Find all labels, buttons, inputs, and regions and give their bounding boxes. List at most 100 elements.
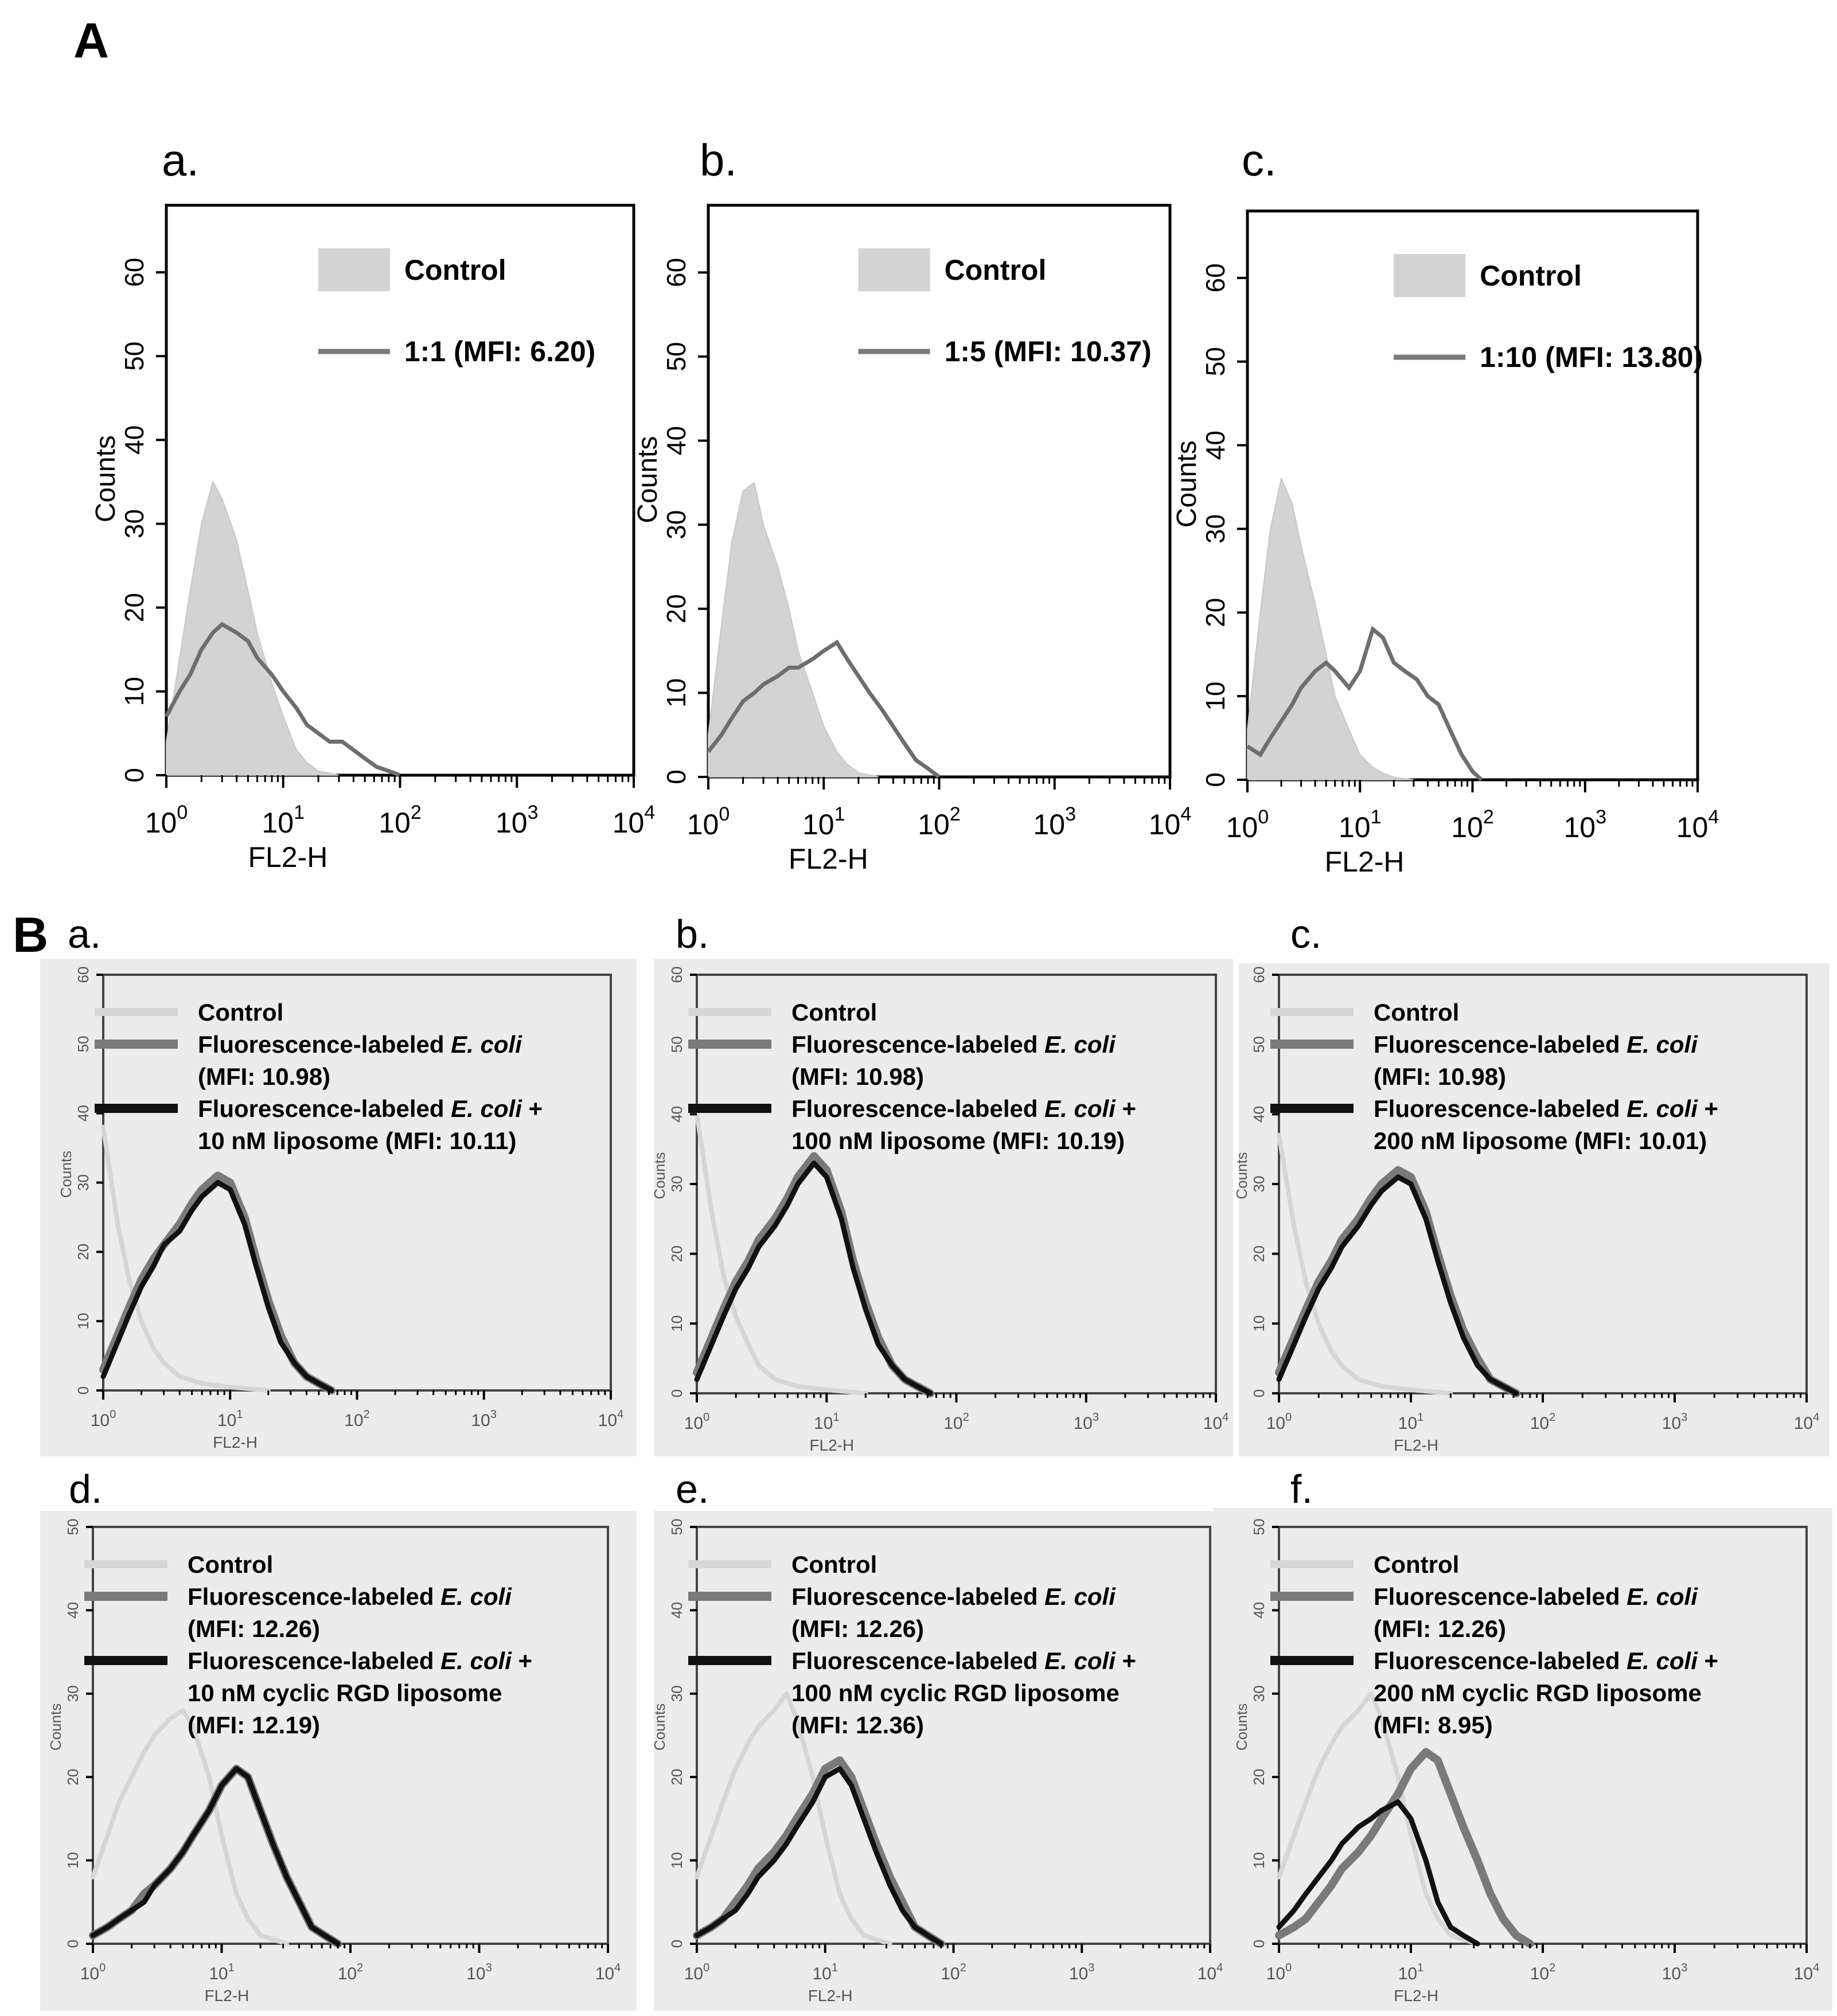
x-tick-label: 102 [1530, 1962, 1556, 1983]
y-axis-label: Counts [1172, 440, 1202, 528]
x-tick-label: 101 [262, 802, 305, 839]
legend-label: Fluorescence-labeled E. coli [791, 1583, 1116, 1610]
panel-letter: c. [1242, 135, 1277, 185]
series-line [91, 1708, 289, 1946]
y-tick-label: 10 [1200, 682, 1230, 711]
x-tick-exponent: 1 [228, 1962, 235, 1974]
x-tick-label: 101 [1398, 1411, 1424, 1433]
x-tick-exponent: 0 [1285, 1962, 1292, 1974]
legend-italic: E. coli [1044, 1031, 1116, 1058]
panel-letter: c. [1290, 912, 1322, 956]
series-line [694, 1766, 944, 1947]
y-tick-label: 60 [1250, 967, 1267, 983]
x-tick-label: 100 [687, 803, 730, 841]
legend-label: (MFI: 12.19) [188, 1712, 320, 1738]
y-tick-label: 20 [1250, 1245, 1267, 1262]
x-tick-exponent: 1 [1417, 1411, 1423, 1424]
panel-letter: a. [162, 135, 200, 185]
x-tick-label: 103 [1563, 806, 1606, 843]
y-tick-label: 0 [668, 1940, 685, 1948]
x-tick-label: 102 [941, 1962, 966, 1983]
y-tick-label: 50 [668, 1036, 685, 1053]
x-tick-exponent: 4 [644, 802, 655, 823]
x-tick-exponent: 0 [110, 1408, 116, 1421]
legend-label: Fluorescence-labeled E. coli [1374, 1583, 1698, 1610]
y-tick-label: 60 [75, 967, 92, 983]
y-tick-label: 30 [1200, 514, 1230, 544]
legend-italic: E. coli [1044, 1647, 1116, 1674]
y-tick-label: 10 [1250, 1852, 1267, 1869]
x-tick-label: 100 [1226, 806, 1269, 843]
y-tick-label: 50 [1250, 1519, 1267, 1536]
x-tick-label: 102 [344, 1408, 370, 1430]
legend-control-swatch [1394, 254, 1466, 297]
series-line [1275, 1166, 1520, 1397]
x-tick-label: 103 [471, 1408, 497, 1430]
legend-label: Fluorescence-labeled E. coli + [791, 1647, 1136, 1674]
series-line [1276, 1799, 1480, 1947]
x-tick-exponent: 0 [719, 803, 730, 825]
section-b-label: B [13, 908, 49, 963]
x-tick-label: 104 [1203, 1411, 1229, 1433]
y-axis-label: Counts [651, 1152, 668, 1199]
x-tick-exponent: 3 [1093, 1411, 1099, 1424]
x-tick-exponent: 1 [236, 1408, 243, 1421]
series-line [1276, 1174, 1519, 1396]
y-tick-label: 30 [1250, 1176, 1267, 1193]
y-tick-label: 30 [1250, 1685, 1267, 1702]
panel-letter: e. [676, 1467, 709, 1511]
legend-italic: E. coli [440, 1647, 512, 1674]
x-tick-label: 103 [1033, 803, 1076, 841]
chart-panel: 100 101 102 103 10401020304050FL2-HCountsCon… [47, 1519, 621, 2005]
legend-label: Fluorescence-labeled E. coli + [1374, 1647, 1718, 1674]
chart-panel: 100 101 102 103 1040102030405060FL2-HCountsC… [1172, 209, 1719, 878]
x-tick-label: 104 [1794, 1411, 1820, 1433]
x-tick-exponent: 0 [1285, 1411, 1292, 1424]
series-control-area [166, 480, 340, 776]
x-tick-exponent: 4 [1222, 1411, 1228, 1424]
legend-italic: E. coli [1044, 1583, 1116, 1610]
x-tick-label: 101 [1398, 1962, 1424, 1983]
series-line [1277, 1691, 1480, 1946]
series-line [164, 622, 401, 778]
x-axis-label: FL2-H [213, 1433, 258, 1451]
legend-label: Fluorescence-labeled E. coli + [188, 1647, 532, 1674]
x-tick-exponent: 4 [1813, 1411, 1819, 1424]
x-tick-label: 104 [595, 1962, 621, 1983]
y-tick-label: 0 [668, 1389, 685, 1397]
series-line [99, 1171, 336, 1394]
x-tick-label: 104 [1149, 803, 1192, 841]
x-tick-exponent: 3 [1088, 1962, 1094, 1974]
y-tick-label: 20 [75, 1244, 92, 1260]
x-tick-label: 104 [613, 802, 656, 839]
x-tick-label: 104 [1676, 806, 1719, 843]
x-tick-label: 102 [943, 1411, 969, 1433]
y-tick-label: 30 [668, 1685, 685, 1702]
y-tick-label: 40 [64, 1602, 81, 1619]
x-tick-label: 102 [1530, 1411, 1556, 1433]
legend-label: (MFI: 10.98) [198, 1063, 330, 1090]
legend-label: Control [188, 1551, 273, 1578]
y-tick-label: 30 [75, 1174, 92, 1191]
x-tick-label: 101 [813, 1962, 838, 1983]
y-tick-label: 0 [1200, 772, 1230, 787]
series-control-area [1247, 476, 1414, 780]
legend-label: 100 nM liposome (MFI: 10.19) [791, 1127, 1125, 1154]
legend-italic: E. coli [1627, 1095, 1698, 1122]
x-tick-exponent: 1 [834, 803, 845, 825]
legend-italic: E. coli [451, 1095, 522, 1122]
y-tick-label: 60 [1200, 263, 1230, 292]
y-tick-label: 60 [119, 257, 149, 287]
panel-letter: b. [676, 912, 709, 956]
y-tick-label: 30 [668, 1176, 685, 1193]
legend-label: Fluorescence-labeled E. coli + [791, 1095, 1136, 1122]
y-tick-label: 20 [668, 1245, 685, 1262]
legend-label: 200 nM liposome (MFI: 10.01) [1374, 1127, 1707, 1154]
x-axis-label: FL2-H [1394, 1436, 1438, 1454]
series-line [1277, 1132, 1453, 1396]
y-tick-label: 0 [75, 1386, 92, 1394]
x-tick-label: 102 [1451, 806, 1494, 843]
legend-label: 10 nM cyclic RGD liposome [188, 1679, 502, 1706]
series-line [1246, 626, 1483, 782]
y-tick-label: 20 [119, 593, 149, 622]
